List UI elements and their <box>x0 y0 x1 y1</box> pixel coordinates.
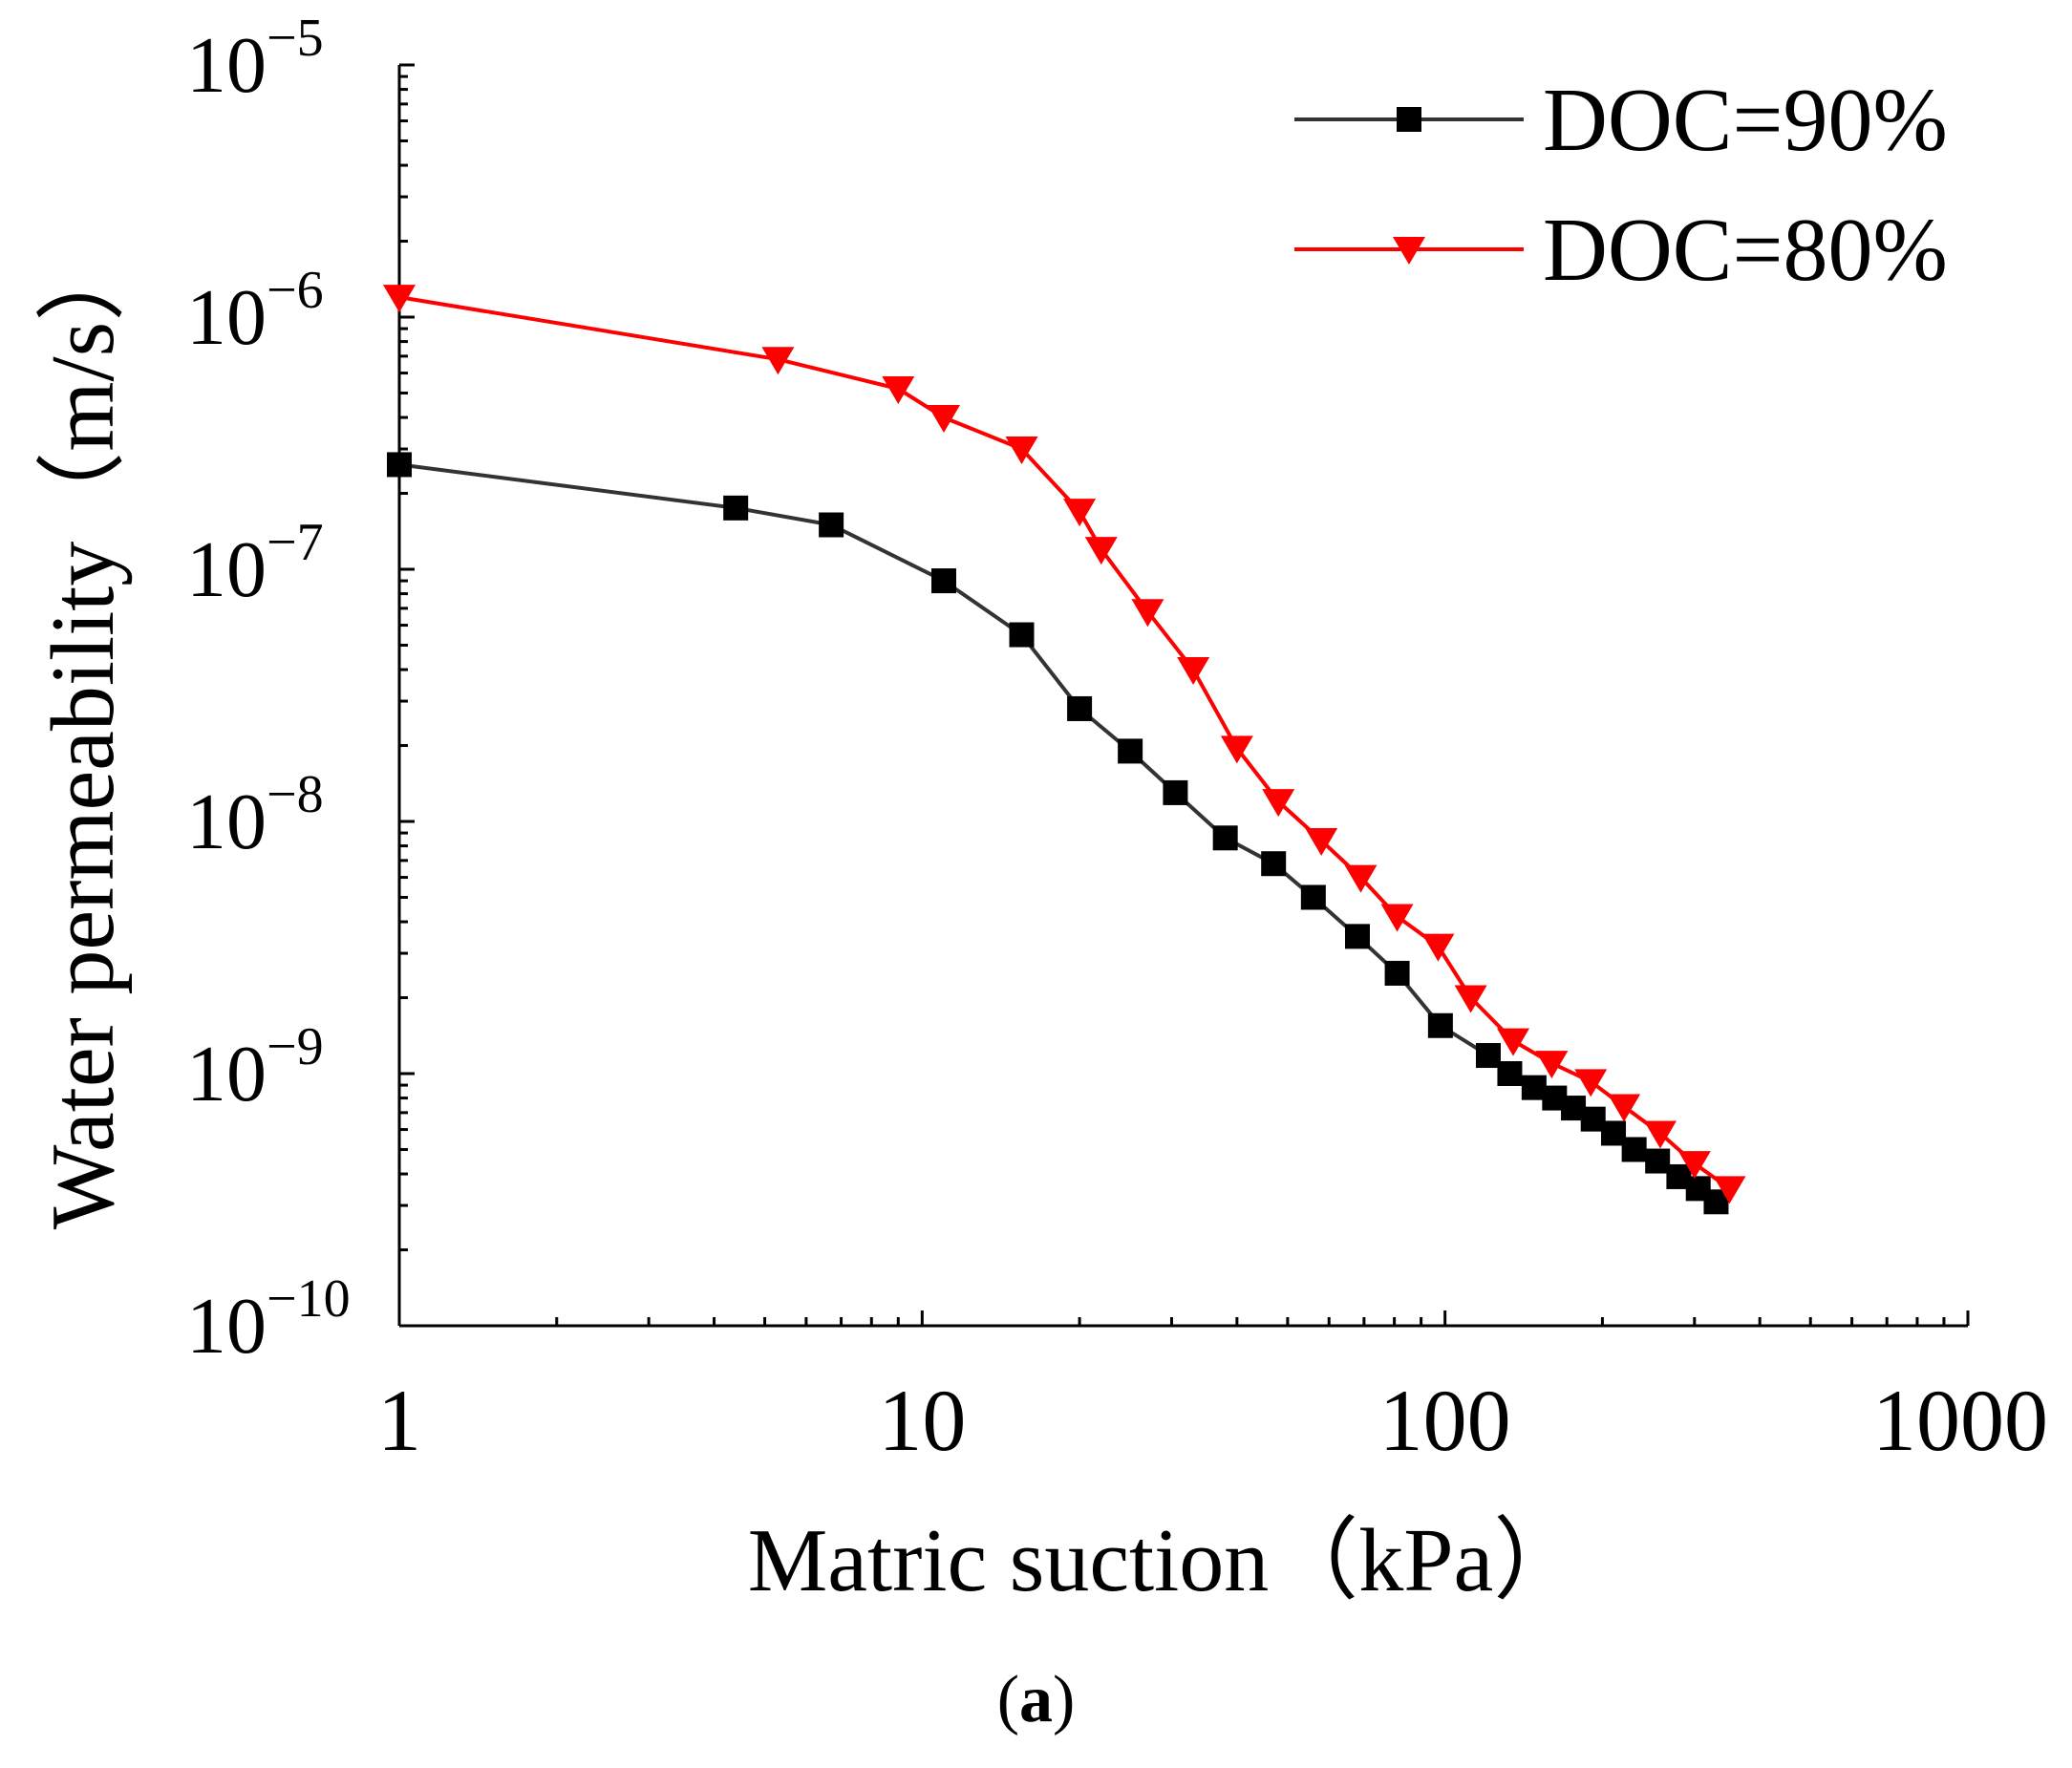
y-tick-exponent: −6 <box>267 261 324 320</box>
data-point <box>1380 904 1414 932</box>
data-point <box>1344 864 1378 893</box>
x-tick-label: 100 <box>1379 1372 1511 1469</box>
data-point <box>387 452 412 478</box>
data-point <box>1212 825 1238 851</box>
data-point <box>927 405 960 434</box>
data-point <box>882 375 915 404</box>
y-tick-label: 10−6 <box>186 261 324 362</box>
data-point <box>761 347 795 375</box>
y-tick-base: 10 <box>186 21 267 110</box>
y-tick-label: 10−8 <box>186 765 324 866</box>
legend: DOC=90% DOC=80% <box>1294 71 1948 300</box>
x-tick-label: 1 <box>377 1372 421 1469</box>
data-point <box>1067 695 1093 721</box>
panel-label-open: ( <box>996 1663 1019 1736</box>
y-tick-base: 10 <box>186 273 267 362</box>
data-point <box>1305 827 1338 856</box>
data-point <box>1454 985 1487 1013</box>
data-point <box>819 512 844 538</box>
y-tick-exponent: −5 <box>267 9 324 68</box>
data-point <box>1713 1176 1746 1204</box>
y-tick-exponent: −10 <box>267 1269 351 1329</box>
series-line <box>398 295 1731 1191</box>
series-2 <box>383 285 1746 1204</box>
data-point <box>1063 499 1097 527</box>
data-point <box>1497 1028 1530 1056</box>
data-point <box>1427 1012 1453 1038</box>
x-tick-label: 10 <box>878 1372 966 1469</box>
y-tick-exponent: −9 <box>267 1017 324 1076</box>
y-tick-base: 10 <box>186 525 267 614</box>
data-point <box>1005 437 1038 465</box>
data-point <box>1574 1069 1608 1097</box>
data-point <box>1163 779 1188 805</box>
series-1 <box>387 452 1729 1215</box>
data-point <box>1643 1120 1677 1149</box>
panel-label-close: ) <box>1053 1663 1076 1736</box>
series-line <box>398 462 1718 1204</box>
x-axis-title: Matric suction（kPa） <box>748 1511 1584 1610</box>
y-tick-label: 10−9 <box>186 1017 324 1118</box>
data-point <box>1177 657 1210 686</box>
data-point <box>1084 537 1118 565</box>
data-point <box>1475 1043 1501 1069</box>
y-tick-label: 10−7 <box>186 513 324 614</box>
data-point <box>1344 924 1370 949</box>
data-point <box>1131 599 1164 628</box>
legend-label: DOC=90% <box>1543 71 1948 170</box>
panel-label: (a) <box>0 1662 2072 1738</box>
series-layer <box>383 285 1746 1215</box>
data-point <box>1384 960 1410 986</box>
legend-marker <box>1393 237 1425 265</box>
data-point <box>1645 1148 1671 1174</box>
legend-label: DOC=80% <box>1543 201 1948 300</box>
y-tick-exponent: −7 <box>267 513 324 572</box>
data-point <box>1535 1051 1569 1079</box>
data-point <box>930 568 956 594</box>
data-point <box>1621 1137 1647 1162</box>
data-point <box>1421 933 1455 962</box>
y-tick-label: 10−10 <box>186 1269 351 1371</box>
data-point <box>1261 851 1287 877</box>
y-axis-title: Water permeability（m/s） <box>33 232 133 1229</box>
y-tick-exponent: −8 <box>267 765 324 824</box>
data-point <box>1300 884 1326 910</box>
x-tick-label: 1000 <box>1872 1372 2048 1469</box>
y-tick-base: 10 <box>186 1282 267 1371</box>
data-point <box>1262 789 1295 818</box>
data-point <box>1608 1094 1641 1122</box>
data-point <box>1009 622 1035 648</box>
data-point <box>1497 1061 1523 1086</box>
data-point <box>1677 1151 1711 1180</box>
data-point <box>723 495 749 521</box>
y-tick-base: 10 <box>186 777 267 866</box>
y-tick-label: 10−5 <box>186 9 324 110</box>
y-tick-base: 10 <box>186 1030 267 1118</box>
panel-label-letter: a <box>1019 1663 1053 1736</box>
data-point <box>383 285 416 313</box>
legend-marker <box>1397 107 1421 132</box>
data-point <box>1118 738 1143 764</box>
data-point <box>1220 735 1253 764</box>
